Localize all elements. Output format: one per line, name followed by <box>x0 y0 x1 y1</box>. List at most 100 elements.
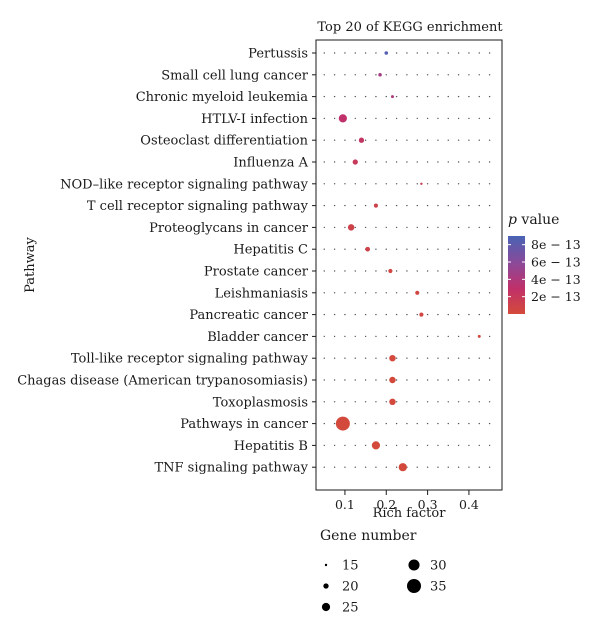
grid-dot <box>354 379 356 381</box>
grid-dot <box>437 466 439 468</box>
grid-dot <box>323 248 325 250</box>
grid-dot <box>375 248 377 250</box>
colorbar-tick-label: 2e − 13 <box>531 289 581 304</box>
grid-dot <box>364 74 367 76</box>
grid-dot <box>457 52 460 54</box>
grid-dot <box>426 74 429 76</box>
grid-dot <box>385 401 387 403</box>
grid-dot <box>406 204 408 207</box>
grid-dot <box>323 183 325 185</box>
grid-dot <box>437 270 439 272</box>
data-point <box>335 416 350 431</box>
grid-dot <box>375 95 377 98</box>
grid-dot <box>468 335 470 338</box>
data-point <box>365 246 371 252</box>
grid-dot <box>344 313 346 316</box>
x-tick-label: 0.4 <box>459 497 479 512</box>
grid-dot <box>344 226 346 229</box>
p-value-legend-title-italic: p <box>508 212 517 228</box>
grid-dot <box>375 117 377 120</box>
grid-dot <box>457 292 460 294</box>
grid-dot <box>364 357 367 359</box>
grid-dot <box>333 183 336 185</box>
grid-dot <box>457 313 460 316</box>
grid-dot <box>344 139 346 141</box>
size-legend-label: 35 <box>430 580 447 595</box>
grid-dot <box>323 292 325 294</box>
grid-dot <box>416 248 418 250</box>
grid-dot <box>478 313 480 316</box>
grid-dot <box>447 52 449 54</box>
grid-dot <box>333 95 336 98</box>
grid-dot <box>426 379 429 381</box>
grid-dot <box>447 401 449 403</box>
grid-dot <box>354 444 356 447</box>
grid-dot <box>416 204 418 207</box>
grid-dot <box>344 204 346 207</box>
pathway-label: Toxoplasmosis <box>213 395 308 410</box>
grid-dot <box>375 335 377 338</box>
grid-dot <box>437 401 439 403</box>
grid-dot <box>468 226 470 229</box>
grid-dot <box>468 117 470 120</box>
grid-dot <box>478 226 480 229</box>
grid-dot <box>406 183 408 185</box>
grid-dot <box>333 226 336 229</box>
size-legend-dot <box>321 602 331 612</box>
grid-dot <box>395 139 398 141</box>
grid-dot <box>426 204 429 207</box>
grid-dot <box>385 161 387 163</box>
grid-dot <box>375 401 377 403</box>
gene-number-legend-title: Gene number <box>320 528 417 544</box>
grid-dot <box>344 52 346 54</box>
grid-dot <box>426 422 429 425</box>
grid-dot <box>488 357 491 359</box>
grid-dot <box>416 313 418 316</box>
grid-dot <box>447 226 449 229</box>
grid-dot <box>385 139 387 141</box>
grid-dot <box>447 270 449 272</box>
grid-dot <box>468 466 470 468</box>
grid-dot <box>447 139 449 141</box>
grid-dot <box>447 183 449 185</box>
size-legend-label: 30 <box>430 559 447 574</box>
grid-dot <box>323 444 325 447</box>
data-point <box>378 73 382 77</box>
grid-dot <box>478 117 480 120</box>
data-point <box>347 224 355 231</box>
grid-dot <box>364 313 367 316</box>
grid-dot <box>395 357 398 359</box>
grid-dot <box>323 422 325 425</box>
grid-dot <box>333 248 336 250</box>
grid-dot <box>395 183 398 185</box>
grid-dot <box>344 335 346 338</box>
grid-dot <box>344 379 346 381</box>
grid-dot <box>395 313 398 316</box>
grid-dot <box>344 401 346 403</box>
grid-dot <box>426 161 429 163</box>
grid-dot <box>437 139 439 141</box>
grid-dot <box>375 466 377 468</box>
grid-dot <box>416 357 418 359</box>
grid-dot <box>478 183 480 185</box>
grid-dot <box>395 226 398 229</box>
grid-dot <box>457 95 460 98</box>
grid-dot <box>468 139 470 141</box>
grid-dot <box>395 270 398 272</box>
grid-dot <box>468 270 470 272</box>
data-point <box>419 312 424 317</box>
grid-dot <box>468 292 470 294</box>
grid-dot <box>426 226 429 229</box>
grid-dot <box>375 183 377 185</box>
grid-dot <box>478 161 480 163</box>
grid-dot <box>416 52 418 54</box>
pathway-label: T cell receptor signaling pathway <box>87 199 309 214</box>
grid-dot <box>447 248 449 250</box>
grid-dot <box>437 117 439 120</box>
grid-dot <box>416 401 418 403</box>
p-value-legend-title: p value <box>508 212 559 228</box>
grid-dot <box>354 401 356 403</box>
grid-dot <box>488 444 491 447</box>
grid-dot <box>478 379 480 381</box>
grid-dot <box>385 357 387 359</box>
